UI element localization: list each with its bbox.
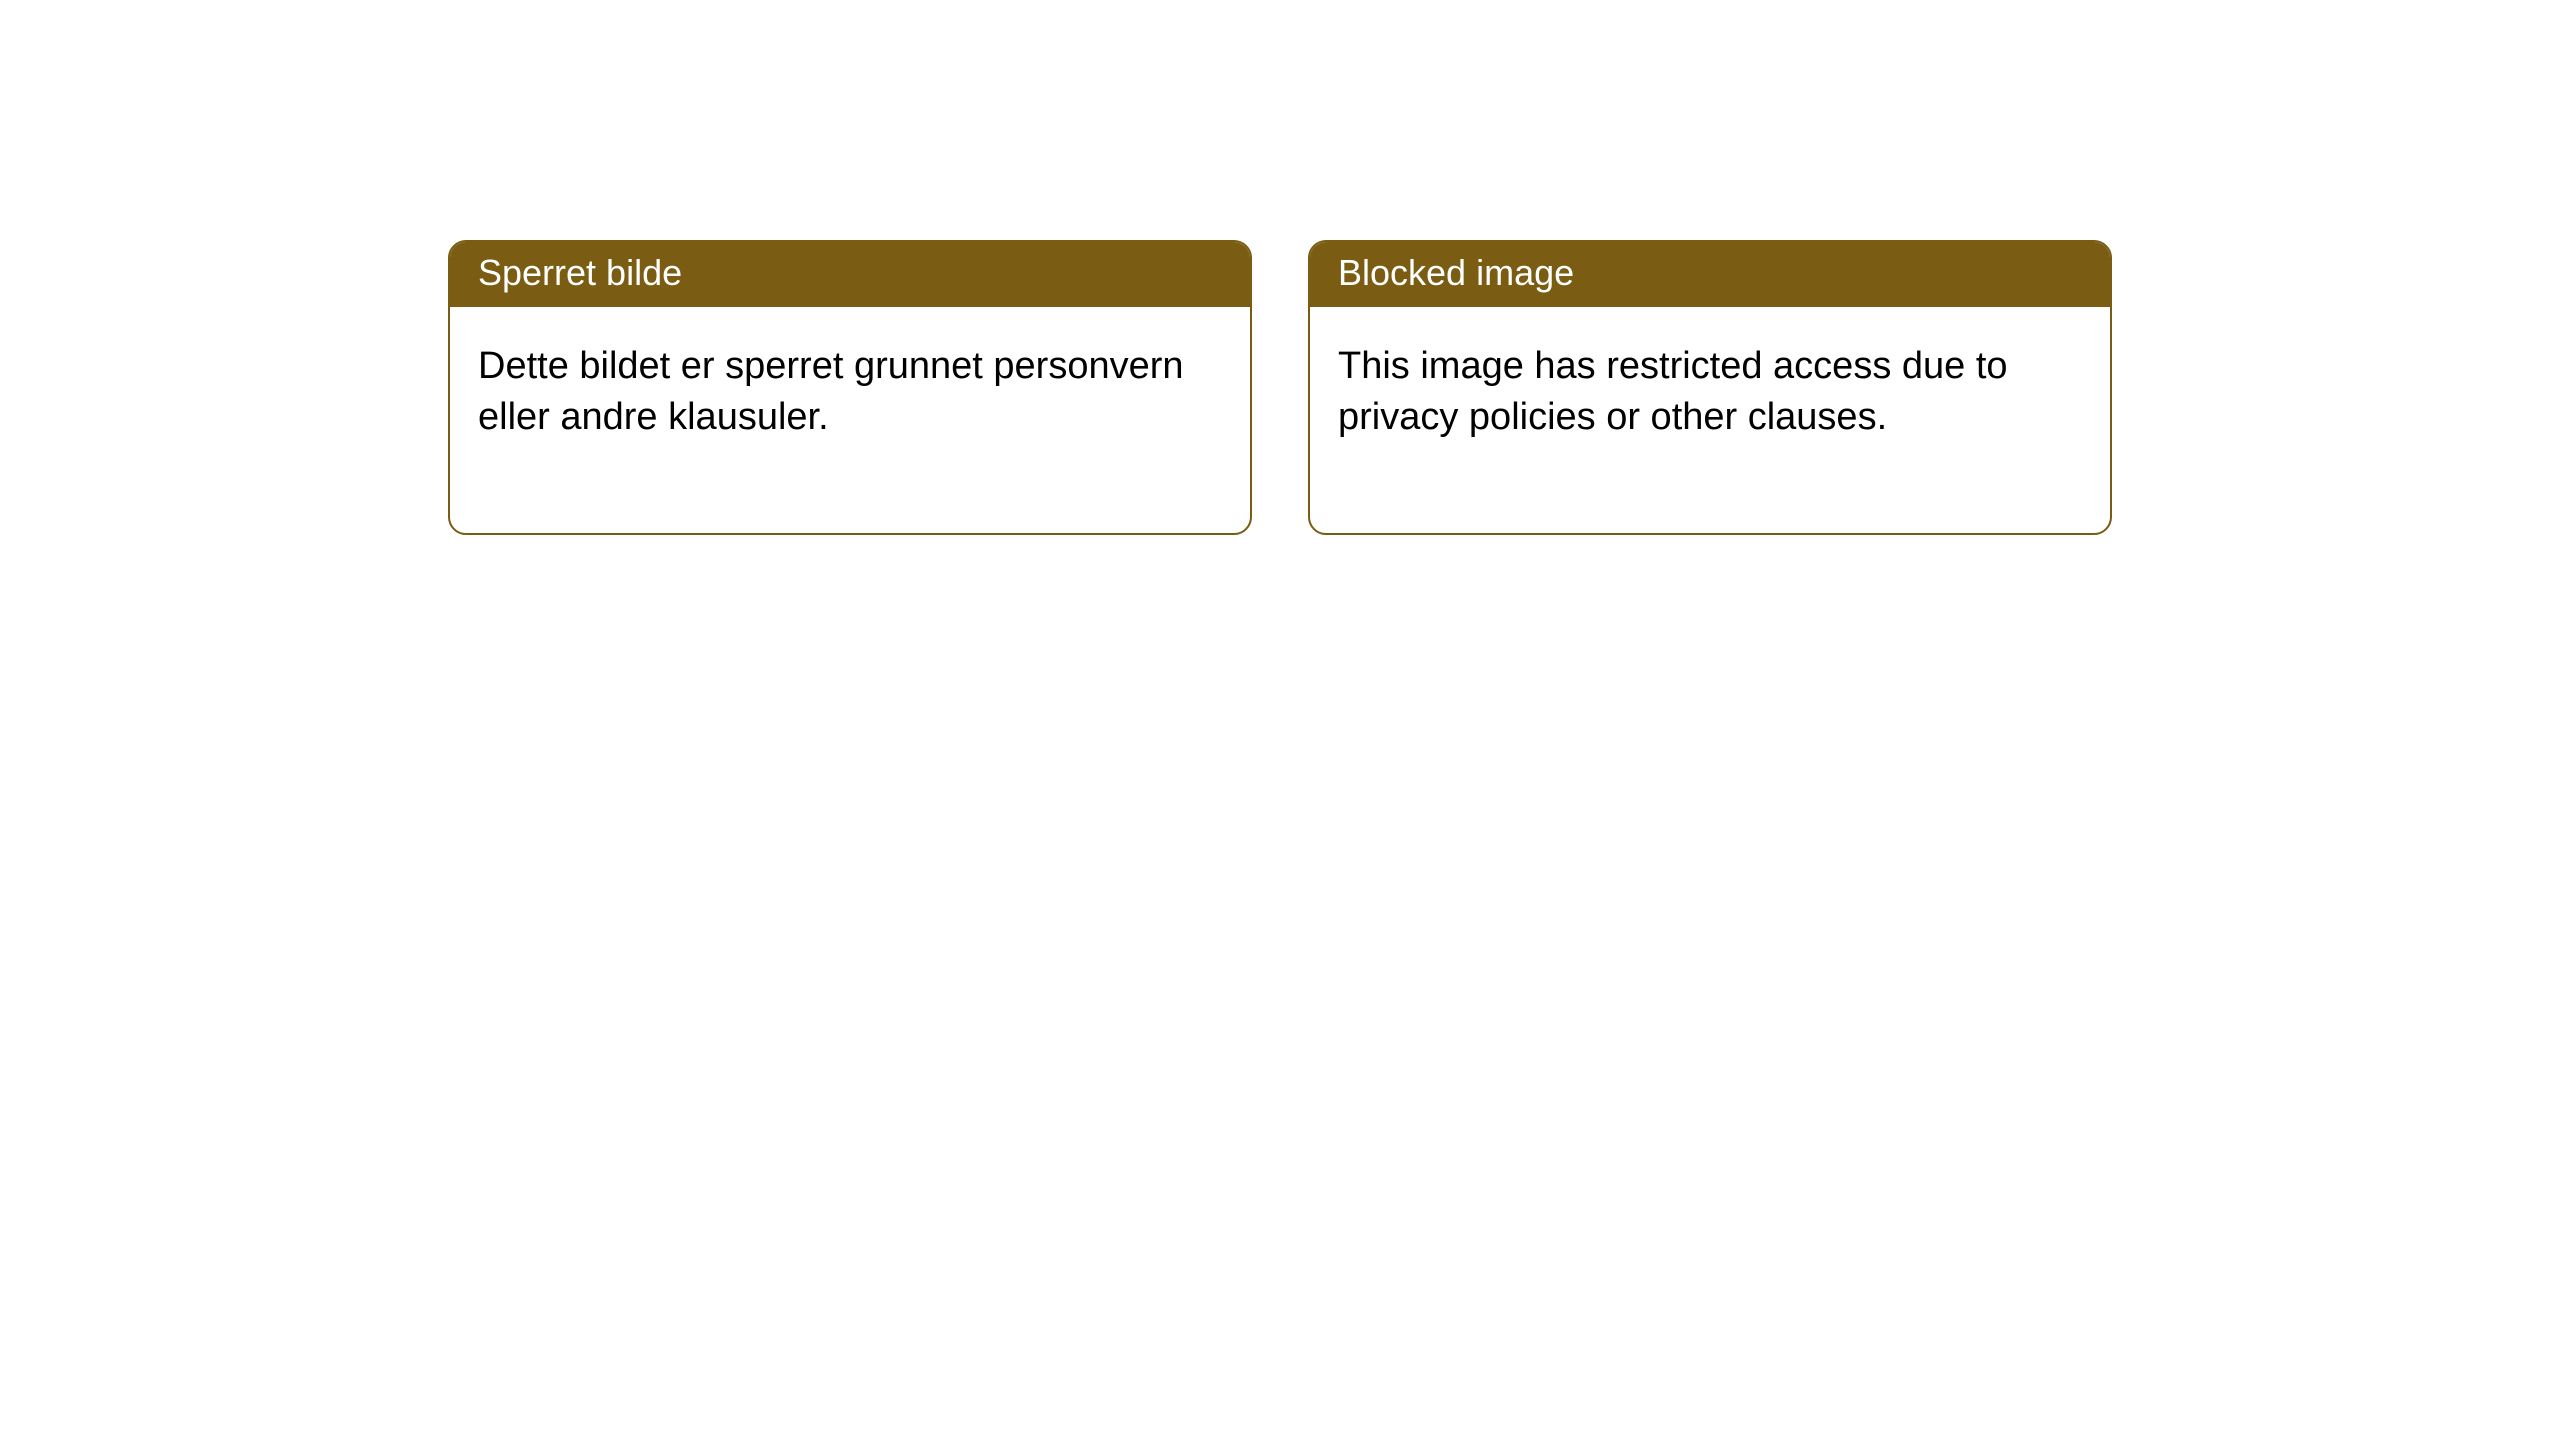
card-body: This image has restricted access due to …	[1310, 307, 2110, 534]
blocked-image-card-en: Blocked image This image has restricted …	[1308, 240, 2112, 535]
card-title: Blocked image	[1338, 252, 1574, 293]
card-title: Sperret bilde	[478, 252, 682, 293]
notice-container: Sperret bilde Dette bildet er sperret gr…	[0, 0, 2560, 535]
card-body-text: This image has restricted access due to …	[1338, 345, 2008, 438]
blocked-image-card-no: Sperret bilde Dette bildet er sperret gr…	[448, 240, 1252, 535]
card-header: Blocked image	[1310, 242, 2110, 307]
card-header: Sperret bilde	[450, 242, 1250, 307]
card-body-text: Dette bildet er sperret grunnet personve…	[478, 345, 1184, 438]
card-body: Dette bildet er sperret grunnet personve…	[450, 307, 1250, 534]
